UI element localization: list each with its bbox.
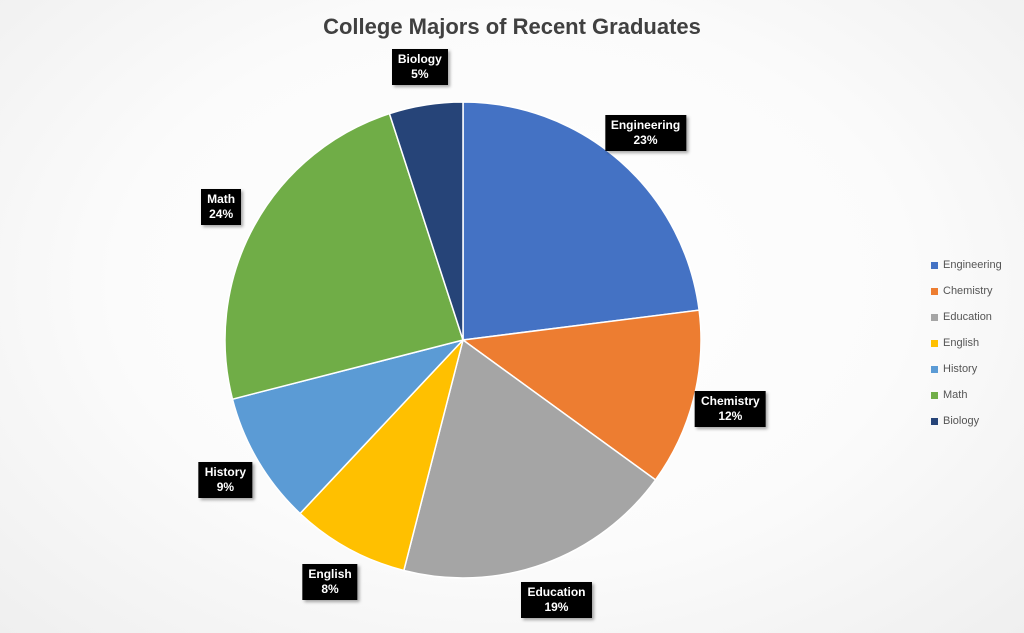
data-label-education: Education 19% bbox=[521, 581, 592, 618]
pie-slice-biology bbox=[388, 101, 464, 341]
legend-swatch bbox=[931, 287, 938, 295]
legend-label: English bbox=[943, 337, 980, 349]
data-label-value: 12% bbox=[718, 408, 743, 423]
data-label-math: Math 24% bbox=[201, 189, 242, 226]
legend-swatch bbox=[931, 417, 938, 425]
data-label-english: English 8% bbox=[302, 563, 358, 600]
data-label-history: History 9% bbox=[198, 462, 253, 499]
legend-label: History bbox=[943, 363, 978, 375]
legend-label: Chemistry bbox=[943, 285, 993, 297]
legend-swatch bbox=[931, 365, 938, 373]
legend-label: Education bbox=[943, 311, 992, 323]
legend-swatch bbox=[931, 339, 938, 347]
data-label-value: 8% bbox=[321, 581, 339, 596]
legend-item-english: English bbox=[931, 330, 1002, 356]
data-label-category: Biology bbox=[397, 52, 442, 67]
legend-item-biology: Biology bbox=[931, 408, 1002, 434]
legend-swatch bbox=[931, 313, 938, 321]
data-label-category: Engineering bbox=[610, 117, 681, 132]
data-label-chemistry: Chemistry 12% bbox=[694, 390, 766, 427]
chart-title: College Majors of Recent Graduates bbox=[323, 14, 701, 39]
legend-item-education: Education bbox=[931, 304, 1002, 330]
pie-slice-education bbox=[402, 338, 657, 579]
data-label-value: 23% bbox=[633, 132, 658, 147]
legend-label: Math bbox=[943, 389, 968, 401]
legend: Engineering Chemistry Education English Hist… bbox=[931, 252, 1002, 434]
data-label-category: History bbox=[204, 465, 247, 480]
pie-slice-engineering bbox=[462, 101, 700, 341]
legend-swatch bbox=[931, 391, 938, 399]
pie-slice-chemistry bbox=[461, 309, 702, 481]
data-label-category: English bbox=[308, 566, 352, 581]
pie-slice-math bbox=[224, 112, 464, 401]
legend-item-math: Math bbox=[931, 382, 1002, 408]
legend-item-chemistry: Chemistry bbox=[931, 278, 1002, 304]
data-label-biology: Biology 5% bbox=[391, 49, 448, 86]
data-label-engineering: Engineering 23% bbox=[604, 114, 687, 151]
data-label-value: 24% bbox=[209, 207, 234, 222]
legend-item-engineering: Engineering bbox=[931, 252, 1002, 278]
legend-item-history: History bbox=[931, 356, 1002, 382]
data-label-category: Education bbox=[527, 584, 586, 599]
data-label-value: 9% bbox=[216, 480, 235, 495]
data-label-value: 5% bbox=[411, 67, 429, 82]
pie-slice-history bbox=[231, 338, 466, 515]
data-label-category: Math bbox=[207, 192, 236, 207]
legend-label: Engineering bbox=[943, 259, 1002, 271]
pie-slice-english bbox=[299, 339, 464, 572]
data-label-value: 19% bbox=[544, 599, 569, 614]
legend-label: Biology bbox=[943, 415, 980, 427]
legend-swatch bbox=[931, 261, 938, 269]
data-label-category: Chemistry bbox=[700, 393, 760, 408]
